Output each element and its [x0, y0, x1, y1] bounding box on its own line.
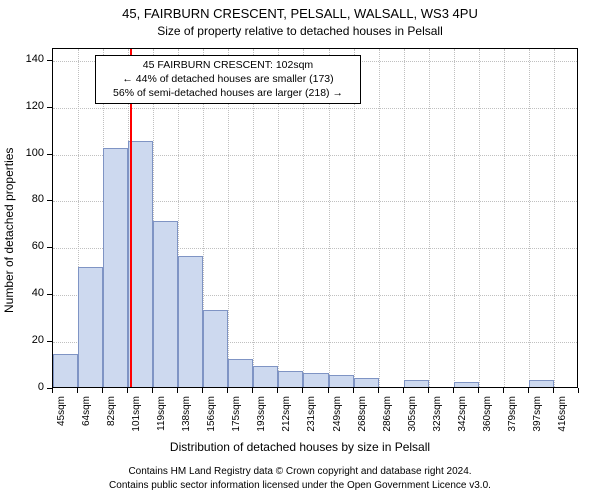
histogram-bar	[454, 382, 479, 387]
grid-v	[479, 49, 480, 387]
x-tick-mark	[277, 388, 278, 393]
x-tick-label: 397sqm	[532, 396, 543, 436]
x-tick-label: 342sqm	[457, 396, 468, 436]
x-tick-mark	[578, 388, 579, 393]
x-tick-label: 231sqm	[306, 396, 317, 436]
y-tick-label: 80	[18, 193, 44, 205]
x-tick-label: 249sqm	[332, 396, 343, 436]
x-tick-mark	[127, 388, 128, 393]
y-tick-mark	[47, 107, 52, 108]
y-axis-label: Number of detached properties	[2, 148, 16, 313]
x-tick-mark	[102, 388, 103, 393]
y-tick-mark	[47, 154, 52, 155]
x-tick-label: 45sqm	[56, 396, 67, 436]
x-tick-label: 175sqm	[231, 396, 242, 436]
x-tick-label: 323sqm	[432, 396, 443, 436]
x-tick-mark	[453, 388, 454, 393]
x-tick-mark	[202, 388, 203, 393]
histogram-bar	[404, 380, 429, 387]
y-tick-label: 140	[18, 53, 44, 65]
x-tick-mark	[328, 388, 329, 393]
y-tick-label: 40	[18, 287, 44, 299]
x-tick-mark	[77, 388, 78, 393]
x-tick-mark	[378, 388, 379, 393]
y-tick-label: 120	[18, 100, 44, 112]
x-tick-mark	[528, 388, 529, 393]
grid-v	[554, 49, 555, 387]
annotation-line: 56% of semi-detached houses are larger (…	[100, 86, 356, 100]
grid-v	[529, 49, 530, 387]
chart-container: 45, FAIRBURN CRESCENT, PELSALL, WALSALL,…	[0, 0, 600, 500]
histogram-bar	[253, 366, 278, 387]
y-tick-mark	[47, 341, 52, 342]
x-tick-label: 416sqm	[557, 396, 568, 436]
x-tick-mark	[252, 388, 253, 393]
x-tick-label: 193sqm	[256, 396, 267, 436]
y-tick-mark	[47, 294, 52, 295]
x-tick-mark	[428, 388, 429, 393]
x-tick-label: 286sqm	[382, 396, 393, 436]
histogram-bar	[329, 375, 354, 387]
x-tick-mark	[403, 388, 404, 393]
grid-v	[454, 49, 455, 387]
footer-line-2: Contains public sector information licen…	[0, 480, 600, 491]
y-tick-mark	[47, 200, 52, 201]
x-tick-label: 138sqm	[181, 396, 192, 436]
x-tick-label: 305sqm	[407, 396, 418, 436]
annotation-line: 45 FAIRBURN CRESCENT: 102sqm	[100, 58, 356, 72]
histogram-bar	[203, 310, 228, 387]
x-tick-label: 156sqm	[206, 396, 217, 436]
x-tick-label: 101sqm	[131, 396, 142, 436]
grid-v	[379, 49, 380, 387]
chart-title: 45, FAIRBURN CRESCENT, PELSALL, WALSALL,…	[0, 6, 600, 21]
annotation-line: ← 44% of detached houses are smaller (17…	[100, 72, 356, 86]
x-tick-mark	[152, 388, 153, 393]
x-tick-label: 119sqm	[156, 396, 167, 436]
grid-v	[504, 49, 505, 387]
x-tick-mark	[302, 388, 303, 393]
histogram-bar	[228, 359, 253, 387]
y-tick-label: 0	[18, 381, 44, 393]
chart-subtitle: Size of property relative to detached ho…	[0, 24, 600, 38]
histogram-bar	[103, 148, 128, 387]
x-tick-label: 82sqm	[106, 396, 117, 436]
y-tick-mark	[47, 60, 52, 61]
x-tick-mark	[353, 388, 354, 393]
y-tick-label: 60	[18, 240, 44, 252]
x-tick-mark	[227, 388, 228, 393]
y-tick-label: 20	[18, 334, 44, 346]
grid-v	[429, 49, 430, 387]
histogram-bar	[354, 378, 379, 387]
x-tick-label: 360sqm	[482, 396, 493, 436]
histogram-bar	[78, 267, 103, 387]
x-tick-label: 212sqm	[281, 396, 292, 436]
x-tick-mark	[52, 388, 53, 393]
y-tick-mark	[47, 247, 52, 248]
histogram-bar	[529, 380, 554, 387]
x-tick-mark	[177, 388, 178, 393]
histogram-bar	[278, 371, 303, 387]
histogram-bar	[178, 256, 203, 387]
x-tick-label: 379sqm	[507, 396, 518, 436]
histogram-bar	[303, 373, 328, 387]
footer-line-1: Contains HM Land Registry data © Crown c…	[0, 466, 600, 477]
histogram-bar	[153, 221, 178, 387]
grid-v	[404, 49, 405, 387]
x-tick-mark	[503, 388, 504, 393]
histogram-bar	[53, 354, 78, 387]
y-tick-label: 100	[18, 147, 44, 159]
x-tick-label: 64sqm	[81, 396, 92, 436]
annotation-box: 45 FAIRBURN CRESCENT: 102sqm← 44% of det…	[95, 55, 361, 104]
x-tick-mark	[553, 388, 554, 393]
x-axis-label: Distribution of detached houses by size …	[0, 440, 600, 454]
histogram-bar	[128, 141, 153, 387]
x-tick-label: 268sqm	[357, 396, 368, 436]
x-tick-mark	[478, 388, 479, 393]
